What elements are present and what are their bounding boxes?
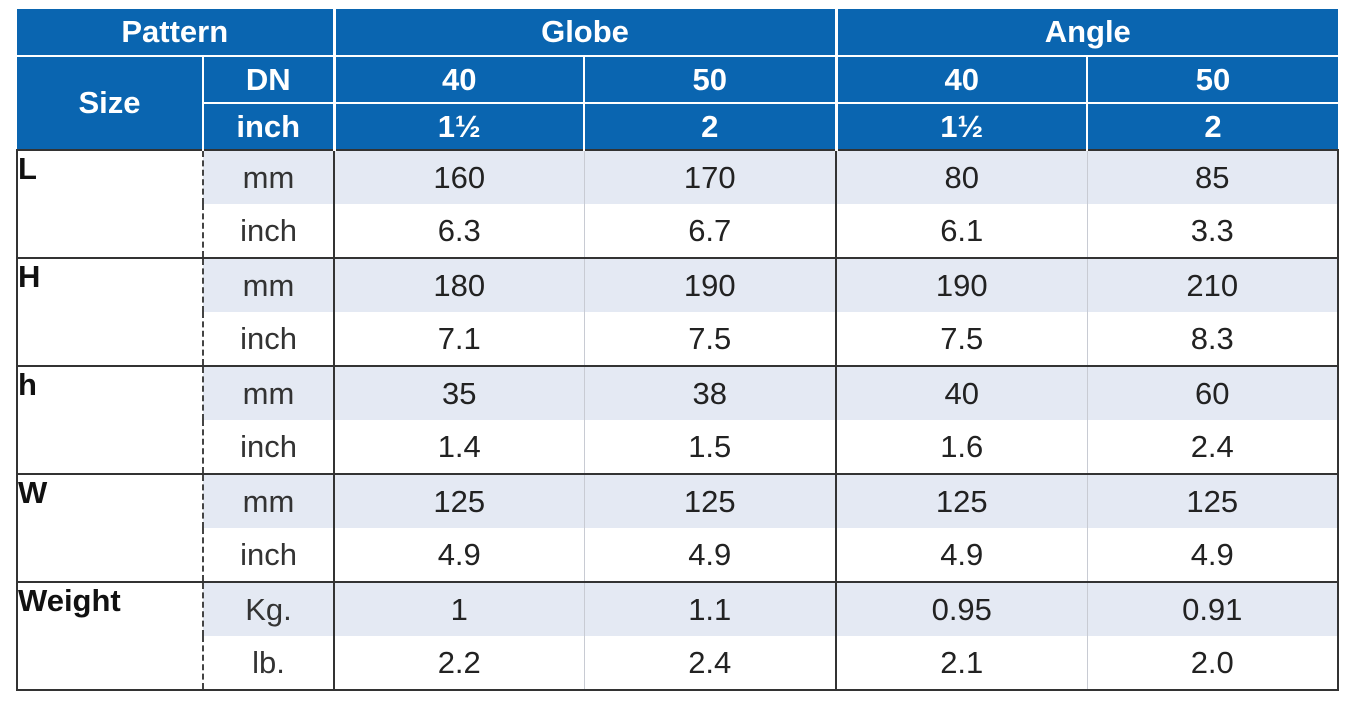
unit-label: inch (203, 528, 335, 583)
dn-value: 50 (584, 56, 838, 104)
table-cell: 85 (1087, 149, 1339, 204)
table-cell: 1.6 (836, 420, 1088, 475)
dimension-label: H (16, 258, 204, 367)
table-cell: 60 (1087, 366, 1339, 420)
table-row: Weight Kg. 1 1.1 0.95 0.91 (16, 582, 1339, 691)
table-cell: 6.3 (334, 204, 585, 259)
size-header: Size (17, 56, 204, 150)
dimension-label: W (16, 474, 204, 583)
table-cell: 2.0 (1087, 636, 1339, 691)
inch-size-value: 1½ (334, 103, 585, 150)
angle-header: Angle (836, 9, 1338, 57)
table-row: inch 6.3 6.7 6.1 3.3 (17, 204, 1339, 259)
unit-label: mm (203, 149, 335, 204)
unit-label: inch (203, 420, 335, 475)
table-row: h mm 35 38 40 60 (16, 366, 1339, 475)
table-row: inch 1.4 1.5 1.6 2.4 (17, 420, 1339, 475)
table-cell: 80 (836, 149, 1088, 204)
table-cell: 180 (334, 258, 585, 312)
dimensions-table: Pattern Globe Angle Size DN 40 50 40 50 … (16, 9, 1339, 691)
header-row-pattern: Pattern Globe Angle (17, 9, 1338, 57)
dn-value: 40 (334, 56, 585, 104)
dimension-label: h (16, 366, 204, 475)
table-cell: 210 (1087, 258, 1339, 312)
table-row: inch 7.1 7.5 7.5 8.3 (17, 312, 1339, 367)
unit-label: mm (203, 258, 335, 312)
pattern-header: Pattern (17, 9, 336, 57)
dn-value: 50 (1087, 56, 1338, 104)
dn-value: 40 (836, 56, 1088, 104)
table-row: H mm 180 190 190 210 (16, 258, 1339, 367)
table-cell: 1.1 (584, 582, 837, 636)
table-cell: 7.5 (584, 312, 837, 367)
table-cell: 2.1 (836, 636, 1088, 691)
unit-label: mm (203, 366, 335, 420)
table-cell: 6.1 (836, 204, 1088, 259)
table-cell: 1.5 (584, 420, 837, 475)
inch-size-value: 2 (1087, 103, 1338, 150)
table-row: L mm 160 170 80 85 (16, 149, 1339, 259)
table-row: inch 4.9 4.9 4.9 4.9 (17, 528, 1339, 583)
table-cell: 7.1 (334, 312, 585, 367)
header-row-dn: Size DN 40 50 40 50 (17, 56, 1338, 150)
table-cell: 125 (836, 474, 1088, 528)
table-cell: 0.95 (836, 582, 1088, 636)
table-cell: 3.3 (1087, 204, 1339, 259)
dimension-label: Weight (16, 582, 204, 691)
table-cell: 125 (334, 474, 585, 528)
table-cell: 4.9 (584, 528, 837, 583)
unit-label: Kg. (203, 582, 335, 636)
table-cell: 1 (334, 582, 585, 636)
table-cell: 6.7 (584, 204, 837, 259)
table-cell: 2.4 (584, 636, 837, 691)
table-cell: 7.5 (836, 312, 1088, 367)
dn-header: DN (203, 56, 336, 104)
unit-label: inch (203, 312, 335, 367)
table-cell: 1.4 (334, 420, 585, 475)
inch-size-value: 1½ (836, 103, 1088, 150)
unit-label: mm (203, 474, 335, 528)
table-cell: 8.3 (1087, 312, 1339, 367)
inch-header: inch (203, 103, 336, 150)
table-cell: 2.2 (334, 636, 585, 691)
table-cell: 190 (584, 258, 837, 312)
table-cell: 160 (334, 149, 585, 204)
table-cell: 2.4 (1087, 420, 1339, 475)
unit-label: lb. (203, 636, 335, 691)
header-row-inch: inch 1½ 2 1½ 2 (17, 103, 1338, 150)
table-row: lb. 2.2 2.4 2.1 2.0 (17, 636, 1339, 691)
table-row: W mm 125 125 125 125 (16, 474, 1339, 583)
table-cell: 4.9 (334, 528, 585, 583)
dimensions-table-container: Pattern Globe Angle Size DN 40 50 40 50 … (16, 9, 1339, 691)
table-cell: 4.9 (1087, 528, 1339, 583)
table-cell: 125 (584, 474, 837, 528)
table-cell: 170 (584, 149, 837, 204)
inch-size-value: 2 (584, 103, 838, 150)
table-cell: 190 (836, 258, 1088, 312)
table-cell: 0.91 (1087, 582, 1339, 636)
table-cell: 40 (836, 366, 1088, 420)
table-cell: 4.9 (836, 528, 1088, 583)
dimension-label: L (16, 149, 204, 259)
table-cell: 125 (1087, 474, 1339, 528)
table-cell: 38 (584, 366, 837, 420)
unit-label: inch (203, 204, 335, 259)
globe-header: Globe (334, 9, 838, 57)
table-cell: 35 (334, 366, 585, 420)
